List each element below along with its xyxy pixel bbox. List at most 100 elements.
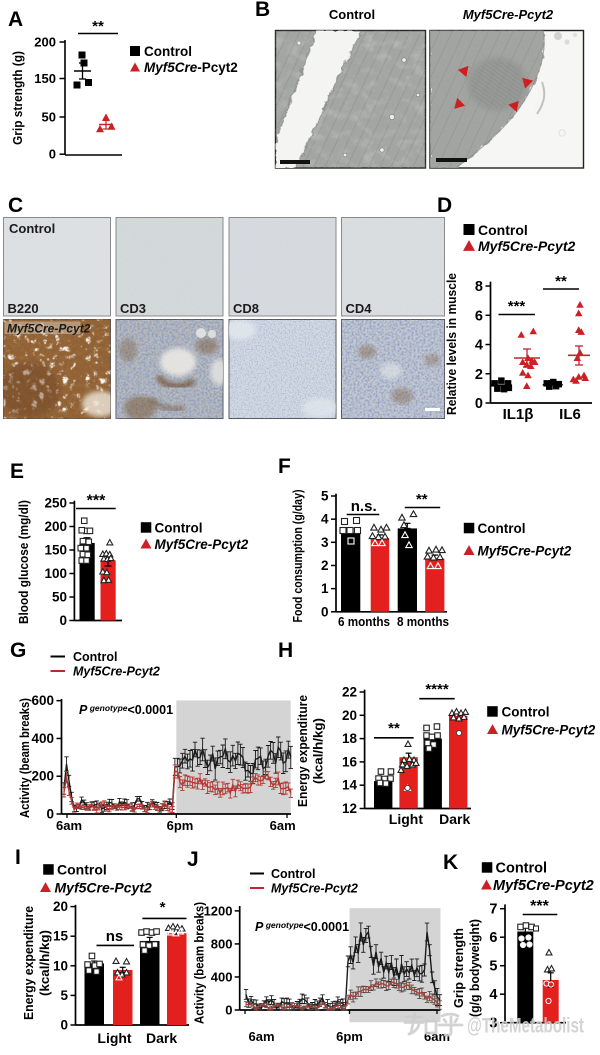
svg-text:2: 2 bbox=[321, 558, 329, 573]
svg-text:150: 150 bbox=[44, 543, 67, 558]
svg-text:Myf5Cre-Pcyt2: Myf5Cre-Pcyt2 bbox=[478, 544, 572, 559]
svg-text:Myf5Cre-Pcyt2: Myf5Cre-Pcyt2 bbox=[463, 7, 554, 22]
svg-text:Control: Control bbox=[155, 521, 203, 536]
svg-text:Myf5Cre-Pcyt2: Myf5Cre-Pcyt2 bbox=[7, 322, 91, 336]
svg-text:Dark: Dark bbox=[439, 811, 470, 827]
svg-text:200: 200 bbox=[34, 35, 56, 50]
svg-text:Control: Control bbox=[73, 650, 117, 664]
svg-text:**: ** bbox=[92, 18, 104, 35]
svg-text:C: C bbox=[8, 194, 23, 217]
svg-text:10: 10 bbox=[53, 958, 68, 973]
svg-text:6am: 6am bbox=[56, 818, 82, 833]
svg-text:Myf5Cre-Pcyt2: Myf5Cre-Pcyt2 bbox=[502, 723, 596, 738]
svg-text:6: 6 bbox=[475, 308, 483, 324]
svg-text:Control: Control bbox=[57, 862, 107, 878]
svg-text:Control: Control bbox=[9, 221, 55, 236]
svg-text:Control: Control bbox=[478, 222, 528, 238]
svg-text:0: 0 bbox=[321, 604, 329, 619]
svg-text:5: 5 bbox=[60, 988, 68, 1003]
svg-text:Control: Control bbox=[502, 705, 550, 720]
svg-text:0: 0 bbox=[225, 1003, 232, 1018]
svg-text:6pm: 6pm bbox=[336, 1029, 363, 1044]
svg-text:6 months: 6 months bbox=[338, 614, 390, 629]
svg-text:100: 100 bbox=[44, 566, 67, 581]
svg-text:Control: Control bbox=[478, 521, 526, 536]
svg-text:8 months: 8 months bbox=[397, 614, 449, 629]
svg-text:B: B bbox=[255, 0, 270, 21]
svg-text:8: 8 bbox=[475, 279, 483, 295]
svg-text:Myf5Cre-Pcyt2: Myf5Cre-Pcyt2 bbox=[155, 537, 249, 552]
svg-text:H: H bbox=[278, 639, 293, 662]
svg-text:Activity (beam breaks): Activity (beam breaks) bbox=[193, 902, 207, 1024]
svg-text:200: 200 bbox=[44, 519, 67, 534]
svg-text:E: E bbox=[10, 460, 24, 483]
svg-text:I: I bbox=[15, 846, 21, 869]
svg-text:IL1β: IL1β bbox=[503, 406, 534, 423]
svg-text:****: **** bbox=[425, 681, 449, 698]
svg-text:Relative levels in muscle: Relative levels in muscle bbox=[444, 273, 459, 415]
svg-text:(kcal/h/kg): (kcal/h/kg) bbox=[312, 718, 326, 784]
svg-text:CD3: CD3 bbox=[120, 301, 146, 316]
svg-text:A: A bbox=[8, 8, 23, 31]
svg-text:4: 4 bbox=[475, 338, 483, 354]
svg-text:50: 50 bbox=[42, 110, 56, 125]
svg-text:Grip strength (g): Grip strength (g) bbox=[11, 51, 25, 145]
svg-text:J: J bbox=[187, 848, 199, 871]
svg-text:12: 12 bbox=[342, 801, 357, 816]
svg-text:P genotype<0.0001: P genotype<0.0001 bbox=[79, 703, 173, 717]
svg-text:50: 50 bbox=[52, 590, 67, 605]
svg-text:Myf5Cre-Pcyt2: Myf5Cre-Pcyt2 bbox=[55, 880, 152, 896]
svg-text:Myf5Cre-Pcyt2: Myf5Cre-Pcyt2 bbox=[144, 60, 238, 75]
svg-text:0: 0 bbox=[49, 147, 56, 162]
svg-text:250: 250 bbox=[44, 496, 67, 511]
svg-text:6am: 6am bbox=[248, 1029, 274, 1044]
svg-text:CD4: CD4 bbox=[346, 301, 373, 316]
svg-text:Control: Control bbox=[329, 7, 375, 22]
svg-text:0: 0 bbox=[475, 396, 483, 412]
svg-text:Control: Control bbox=[496, 861, 548, 877]
svg-text:4: 4 bbox=[489, 987, 497, 1003]
svg-text:5: 5 bbox=[321, 489, 329, 504]
svg-text:0: 0 bbox=[59, 613, 67, 628]
svg-text:P genotype<0.0001: P genotype<0.0001 bbox=[255, 920, 349, 934]
svg-text:20: 20 bbox=[53, 899, 68, 914]
svg-text:B220: B220 bbox=[8, 301, 39, 316]
svg-text:22: 22 bbox=[342, 685, 357, 700]
svg-text:Myf5Cre-Pcyt2: Myf5Cre-Pcyt2 bbox=[478, 238, 575, 254]
svg-text:2: 2 bbox=[475, 367, 483, 383]
svg-text:600: 600 bbox=[31, 693, 54, 708]
svg-text:18: 18 bbox=[342, 731, 358, 746]
svg-text:7: 7 bbox=[489, 902, 497, 918]
svg-text:200: 200 bbox=[31, 769, 54, 784]
svg-text:Grip strength: Grip strength bbox=[451, 928, 466, 1008]
svg-text:@TheMetabolist: @TheMetabolist bbox=[467, 1015, 584, 1038]
svg-text:*: * bbox=[160, 899, 166, 916]
svg-text:Food consumption (g/day): Food consumption (g/day) bbox=[290, 490, 305, 623]
svg-text:CD8: CD8 bbox=[233, 301, 259, 316]
svg-text:Energy expenditure: Energy expenditure bbox=[296, 695, 310, 807]
svg-text:(kcal/h/kg): (kcal/h/kg) bbox=[38, 930, 52, 996]
svg-text:150: 150 bbox=[34, 71, 56, 86]
svg-text:Light: Light bbox=[389, 811, 424, 827]
svg-text:Activity (beam breaks): Activity (beam breaks) bbox=[18, 698, 32, 818]
svg-text:**: ** bbox=[416, 491, 428, 508]
svg-text:3: 3 bbox=[321, 535, 329, 550]
svg-text:Energy expenditure: Energy expenditure bbox=[22, 906, 36, 1020]
svg-text:1: 1 bbox=[321, 581, 329, 596]
svg-text:4: 4 bbox=[321, 512, 329, 527]
svg-text:***: *** bbox=[530, 898, 549, 915]
svg-text:Control: Control bbox=[271, 867, 315, 881]
svg-text:6am: 6am bbox=[270, 818, 296, 833]
svg-text:5: 5 bbox=[489, 959, 497, 975]
svg-text:***: *** bbox=[87, 493, 106, 510]
svg-text:**: ** bbox=[555, 273, 567, 290]
svg-text:16: 16 bbox=[342, 754, 358, 769]
svg-text:0: 0 bbox=[60, 1018, 68, 1033]
svg-text:Blood glucose (mg/dl): Blood glucose (mg/dl) bbox=[16, 500, 31, 624]
svg-text:1200: 1200 bbox=[204, 903, 233, 918]
svg-text:ns: ns bbox=[106, 928, 124, 945]
svg-text:15: 15 bbox=[53, 929, 69, 944]
svg-text:Control: Control bbox=[144, 44, 192, 59]
svg-text:6pm: 6pm bbox=[167, 818, 194, 833]
svg-text:**: ** bbox=[388, 720, 400, 737]
